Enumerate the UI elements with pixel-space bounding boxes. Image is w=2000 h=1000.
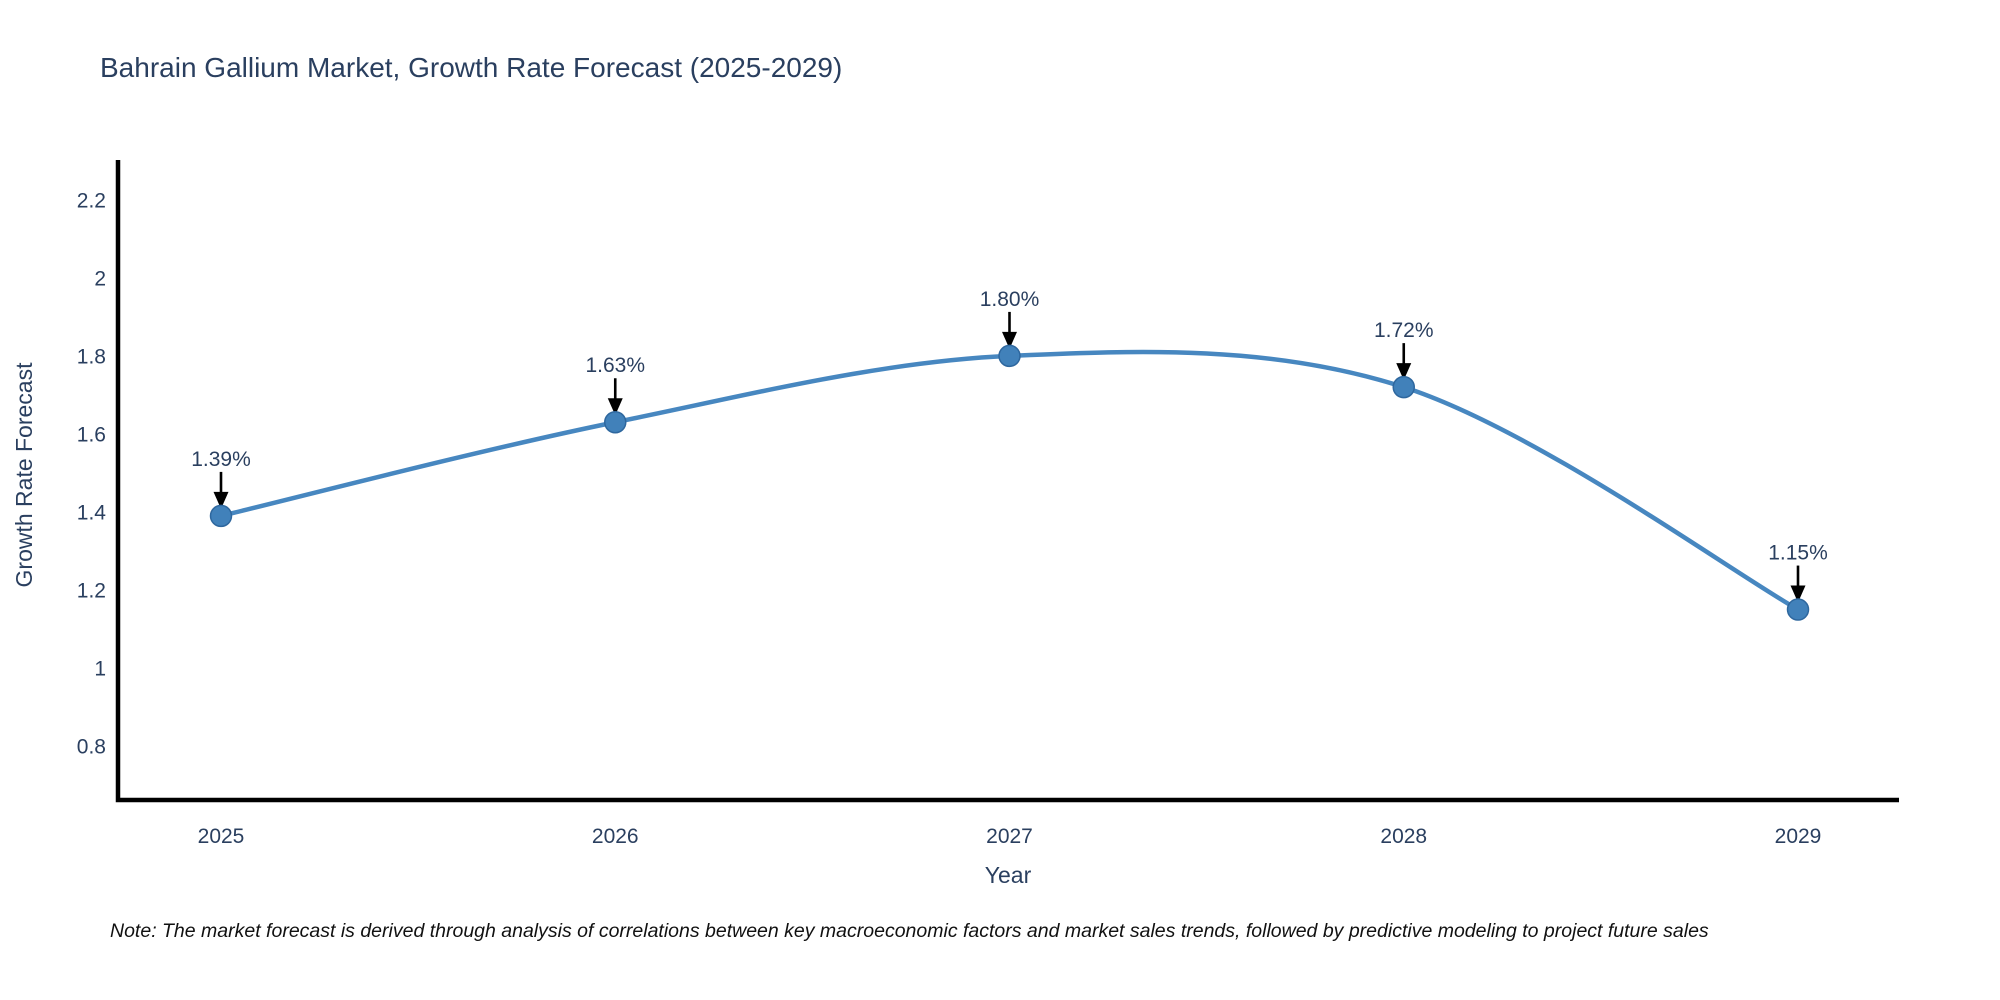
annotation-arrow-head — [213, 491, 229, 509]
forecast-line — [218, 349, 1801, 612]
x-tick-label: 2027 — [986, 825, 1033, 848]
axis-lines — [115, 160, 1899, 803]
y-tick-label: 1.8 — [77, 345, 106, 368]
x-tick-label: 2029 — [1775, 825, 1822, 848]
y-tick-label: 1.4 — [77, 502, 107, 525]
x-tick-label: 2026 — [592, 825, 639, 848]
data-point-marker — [1786, 598, 1810, 621]
annotation-arrow-head — [1396, 363, 1412, 381]
y-tick-label: 1.6 — [77, 423, 106, 446]
point-value-label: 1.80% — [980, 288, 1040, 311]
x-tick-label: 2028 — [1380, 825, 1427, 848]
annotation-arrow-head — [1002, 331, 1017, 349]
y-tick-label: 2.2 — [77, 189, 106, 212]
y-axis-title: Growth Rate Forecast — [11, 362, 37, 588]
point-value-label: 1.63% — [585, 354, 645, 377]
y-tick-label: 1.2 — [77, 580, 106, 603]
y-tick-label: 1 — [94, 658, 106, 681]
annotation-arrow-head — [1790, 585, 1806, 603]
data-point-marker — [998, 344, 1021, 368]
data-point-marker — [604, 410, 627, 434]
y-tick-label: 0.8 — [77, 736, 106, 759]
footnote: Note: The market forecast is derived thr… — [110, 920, 1709, 942]
x-tick-label: 2025 — [198, 825, 245, 848]
point-value-label: 1.72% — [1374, 319, 1434, 342]
y-tick-label: 2 — [94, 267, 106, 290]
point-value-label: 1.15% — [1768, 542, 1828, 565]
chart-plot-area: 0.8 1 1.2 1.4 1.6 1.8 2 2.2 2025 2026 2027 2028 2029… — [77, 160, 1899, 848]
point-value-label: 1.39% — [191, 448, 251, 471]
chart-title: Bahrain Gallium Market, Growth Rate Fore… — [100, 52, 843, 83]
annotation-arrow-head — [607, 398, 623, 416]
data-point-marker — [209, 504, 233, 528]
data-point-marker — [1392, 375, 1415, 399]
x-axis-title: Year — [985, 862, 1032, 888]
